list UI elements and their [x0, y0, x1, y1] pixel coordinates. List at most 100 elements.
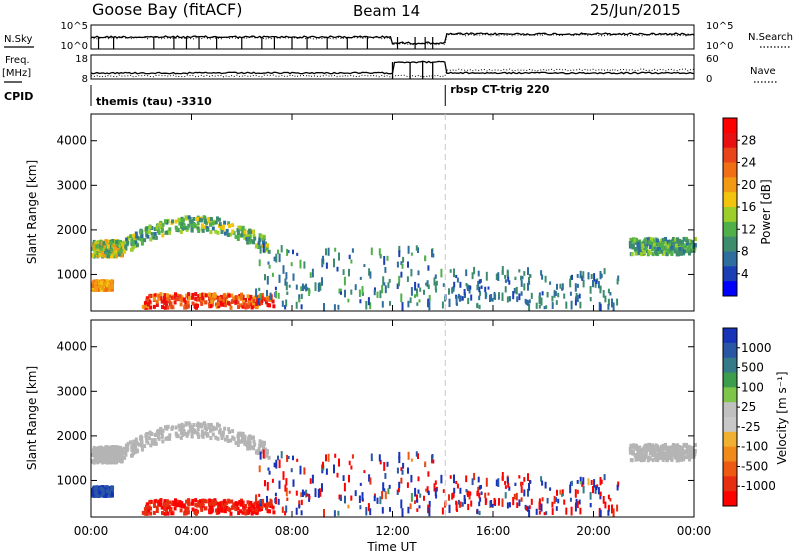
power-cell: [173, 295, 177, 300]
velocity-cell: [215, 501, 219, 506]
cpid-segment-1: themis (tau) -3310: [96, 95, 212, 108]
power-colorbar-swatch-11: [723, 281, 737, 297]
power-cell: [688, 251, 691, 256]
velocity-cell: [442, 489, 445, 493]
velocity-cell: [428, 507, 431, 517]
power-cell: [631, 244, 635, 249]
x-tick-label-4: 16:00: [476, 524, 511, 538]
velocity-cell: [149, 443, 153, 448]
velocity-cell: [512, 497, 515, 506]
power-cell: [423, 289, 425, 295]
power-cell: [240, 233, 244, 238]
velocity-cell: [348, 474, 350, 483]
power-cell: [122, 245, 126, 250]
power-cell: [300, 304, 303, 310]
power-cell: [323, 303, 325, 312]
velocity-cell: [670, 457, 674, 462]
power-cell: [410, 252, 413, 256]
velocity-cell: [689, 454, 693, 459]
power-cell: [595, 280, 598, 285]
velocity-cell: [506, 477, 509, 484]
velocity-cell: [599, 493, 602, 500]
velocity-cell: [112, 448, 115, 453]
power-cell: [243, 235, 247, 240]
velocity-cell: [191, 501, 194, 506]
velocity-cell: [113, 460, 117, 465]
power-cell: [209, 230, 213, 235]
power-cell: [381, 301, 384, 308]
velocity-cell: [367, 503, 370, 512]
velocity-cell: [673, 447, 677, 452]
velocity-cell: [333, 464, 335, 474]
power-colorbar-tick-label-5: 8: [741, 245, 749, 259]
power-cell: [247, 304, 251, 309]
power-cell: [295, 284, 298, 290]
velocity-cell: [254, 450, 258, 455]
velocity-cell: [216, 422, 219, 427]
velocity-cell: [97, 490, 101, 495]
power-cell: [569, 291, 572, 296]
power-cell: [95, 244, 99, 249]
power-cell: [597, 281, 600, 289]
power-cell: [508, 280, 511, 285]
power-cell: [553, 291, 556, 296]
velocity-cell: [589, 503, 592, 508]
power-cell: [210, 221, 214, 226]
velocity-cell: [634, 453, 638, 457]
power-cell: [476, 302, 479, 309]
velocity-cell: [484, 497, 487, 506]
power-cell: [118, 249, 122, 254]
power-cell: [175, 296, 179, 301]
velocity-cell: [208, 498, 212, 503]
power-cell: [285, 272, 288, 280]
power-cell: [125, 237, 129, 242]
velocity-cell: [290, 468, 293, 473]
nsearch-tick-bottom: 10^0: [706, 41, 733, 52]
power-cell: [476, 284, 479, 291]
power-cell: [478, 304, 481, 310]
velocity-cell: [384, 473, 387, 479]
velocity-cell: [115, 446, 119, 451]
power-cell: [144, 230, 148, 234]
power-cell: [267, 261, 270, 265]
velocity-cell: [419, 493, 422, 498]
velocity-cell: [195, 423, 199, 427]
velocity-cell: [174, 498, 177, 503]
power-cell: [161, 305, 164, 309]
power-cell: [157, 222, 161, 227]
power-cell: [105, 279, 109, 284]
velocity-cell: [299, 465, 302, 475]
power-cell: [414, 294, 416, 298]
power-cell: [359, 299, 362, 304]
power-cell: [241, 304, 245, 309]
velocity-cell: [284, 484, 287, 492]
power-cell: [168, 227, 172, 232]
velocity-cell: [108, 493, 112, 498]
power-cell: [285, 281, 288, 291]
velocity-cell: [271, 505, 275, 510]
velocity-cell: [157, 428, 161, 433]
velocity-cell: [216, 507, 220, 512]
power-cell: [245, 237, 249, 241]
power-cell: [247, 236, 250, 241]
power-cell: [611, 298, 613, 308]
power-cell: [236, 295, 240, 300]
power-cell: [110, 279, 114, 284]
velocity-cell: [220, 508, 224, 513]
power-cell: [255, 302, 259, 306]
velocity-cell: [125, 443, 129, 448]
velocity-cell: [194, 498, 198, 503]
power-cell: [271, 272, 274, 277]
power-cell: [94, 241, 98, 246]
power-cell: [452, 286, 455, 291]
velocity-cell: [416, 494, 418, 502]
velocity-cell: [418, 505, 421, 509]
velocity-cell: [187, 429, 191, 434]
velocity-cell: [477, 476, 480, 483]
velocity-cell: [561, 493, 564, 497]
velocity-cell: [416, 508, 419, 512]
power-cell: [678, 249, 682, 254]
velocity-cell: [376, 497, 379, 504]
power-cell: [582, 271, 585, 279]
power-cell: [682, 251, 686, 256]
